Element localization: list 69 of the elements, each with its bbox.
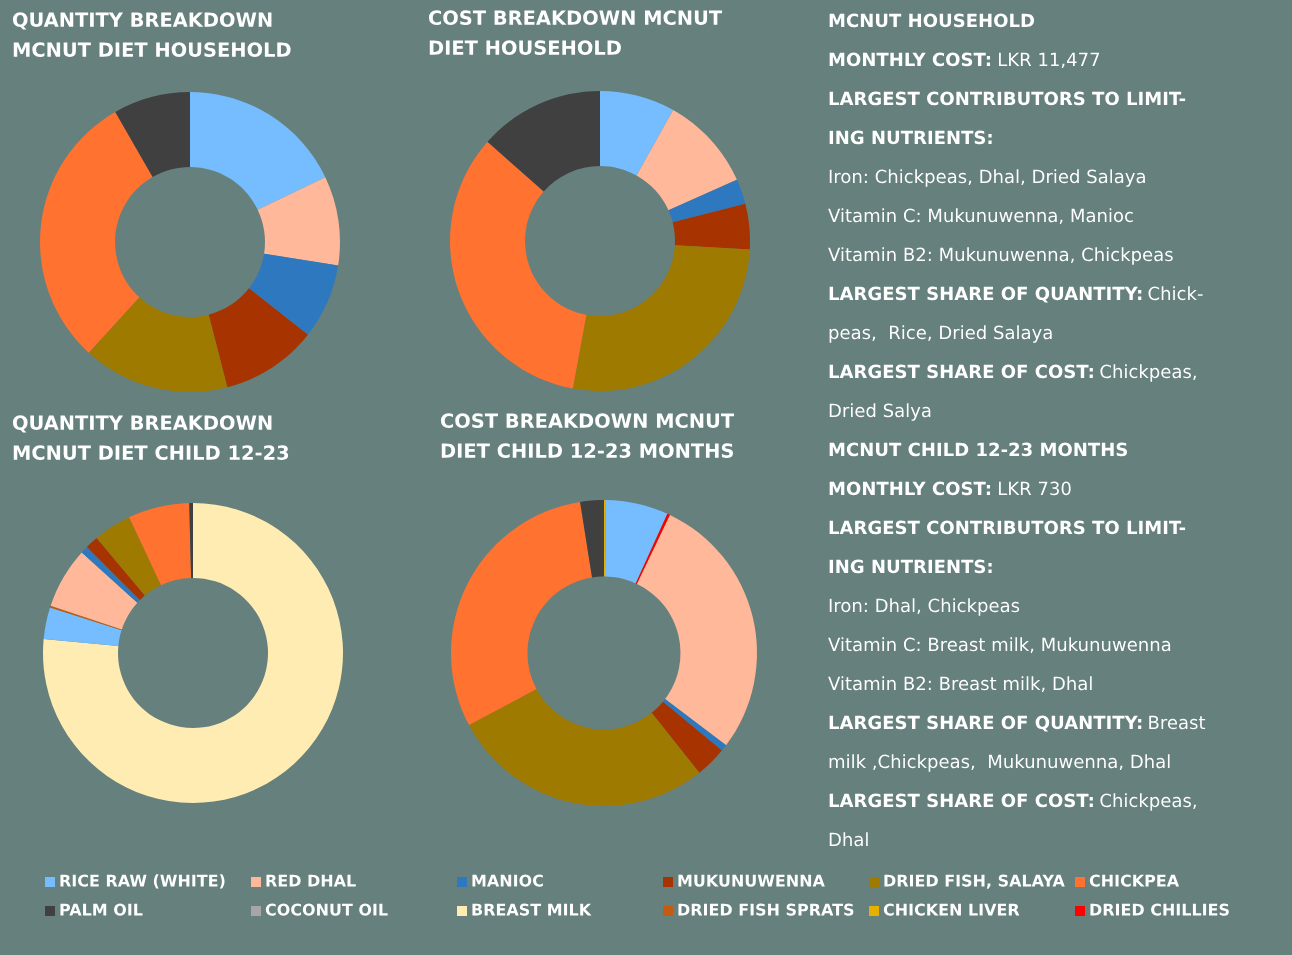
legend-label: CHICKPEA xyxy=(1089,874,1180,887)
donut-slice xyxy=(190,92,326,210)
legend-label: BREAST MILK xyxy=(472,903,592,916)
donut-slice xyxy=(637,514,757,746)
chart-title: COST BREAKDOWN MCNUT DIET CHILD 12-23 MONTHS xyxy=(440,413,735,458)
donut-slice xyxy=(208,288,308,388)
donut-slice xyxy=(600,91,674,176)
text: Dhal xyxy=(829,832,868,847)
donut-slice xyxy=(50,605,122,631)
donut-slice xyxy=(487,91,600,192)
text: Iron: Dhal, Chickpeas xyxy=(829,598,1020,616)
legend-label: RICE RAW (WHITE) xyxy=(60,874,225,889)
donut-slice xyxy=(662,699,727,751)
legend-label: PALM OIL xyxy=(60,903,143,916)
text: Dried Salya xyxy=(829,403,931,421)
legend-label: RED DHAL xyxy=(266,874,356,887)
donut-slice xyxy=(451,501,593,726)
text: LARGEST CONTRIBUTORS TO LIMIT- xyxy=(829,91,1186,106)
donut-slice xyxy=(636,110,737,211)
donut-slice xyxy=(257,177,340,266)
text: LARGEST SHARE OF COST: Chickpeas, xyxy=(829,793,1196,811)
donut-slice xyxy=(668,179,746,223)
text: LARGEST SHARE OF QUANTITY: Chick- xyxy=(829,286,1203,303)
legend-label: DRIED FISH SPRATS xyxy=(678,903,854,916)
donut-slice xyxy=(580,500,604,578)
legend-label: MANIOC xyxy=(472,874,543,887)
donut-slice xyxy=(43,607,122,646)
legend-label: DRIED CHILLIES xyxy=(1090,903,1229,916)
donut-slice xyxy=(129,503,192,586)
chart-title: QUANTITY BREAKDOWN MCNUT DIET CHILD 12-23 xyxy=(12,415,289,460)
text: LARGEST SHARE OF COST: Chickpeas, xyxy=(829,364,1196,382)
text: peas, Rice, Dried Salaya xyxy=(829,325,1052,343)
chart-title: COST BREAKDOWN MCNUT DIET HOUSEHOLD xyxy=(428,10,723,55)
donut-slice xyxy=(189,503,193,579)
donut-slice xyxy=(604,500,668,584)
text: Iron: Chickpeas, Dhal, Dried Salaya xyxy=(829,169,1145,187)
text: Vitamin B2: Breast milk, Dhal xyxy=(828,676,1092,693)
text: ING NUTRIENTS: xyxy=(829,130,992,145)
donut-slice xyxy=(450,141,587,389)
text: Vitamin B2: Mukunuwenna, Chickpeas xyxy=(828,247,1173,265)
text: MONTHLY COST: LKR 730 xyxy=(829,481,1071,496)
donut-slice xyxy=(651,701,722,773)
donut-slice xyxy=(672,203,750,250)
chart-title: QUANTITY BREAKDOWN MCNUT DIET HOUSEHOLD xyxy=(12,12,291,57)
text: MCNUT CHILD 12-23 MONTHS xyxy=(829,442,1128,457)
text: MONTHLY COST: LKR 11,477 xyxy=(829,52,1100,69)
legend-label: MUKUNUWENNA xyxy=(678,874,825,887)
donut-slice xyxy=(635,513,671,584)
donut-slice xyxy=(50,552,138,630)
text: LARGEST SHARE OF QUANTITY: Breast xyxy=(829,715,1206,732)
text: MCNUT HOUSEHOLD xyxy=(829,13,1035,28)
donut-slice xyxy=(248,253,339,335)
donut-slice xyxy=(469,689,700,806)
donut-slice xyxy=(96,517,162,596)
text: Vitamin C: Breast milk, Mukunuwenna xyxy=(828,637,1171,654)
donut-slice xyxy=(81,546,140,603)
legend-label: CHICKEN LIVER xyxy=(883,903,1020,916)
donut-slice xyxy=(43,503,343,803)
donut-slice xyxy=(88,297,228,392)
text: Vitamin C: Mukunuwenna, Manioc xyxy=(828,208,1133,225)
donut-slice xyxy=(115,92,190,177)
legend-label: DRIED FISH, SALAYA xyxy=(884,874,1065,889)
donut-slice xyxy=(86,538,145,600)
donut-slice xyxy=(572,245,750,391)
text: LARGEST CONTRIBUTORS TO LIMIT- xyxy=(829,520,1186,535)
donut-slice xyxy=(40,111,153,353)
legend-label: COCONUT OIL xyxy=(265,903,388,916)
text: ING NUTRIENTS: xyxy=(829,559,992,574)
text: milk ,Chickpeas, Mukunuwenna, Dhal xyxy=(829,754,1170,772)
